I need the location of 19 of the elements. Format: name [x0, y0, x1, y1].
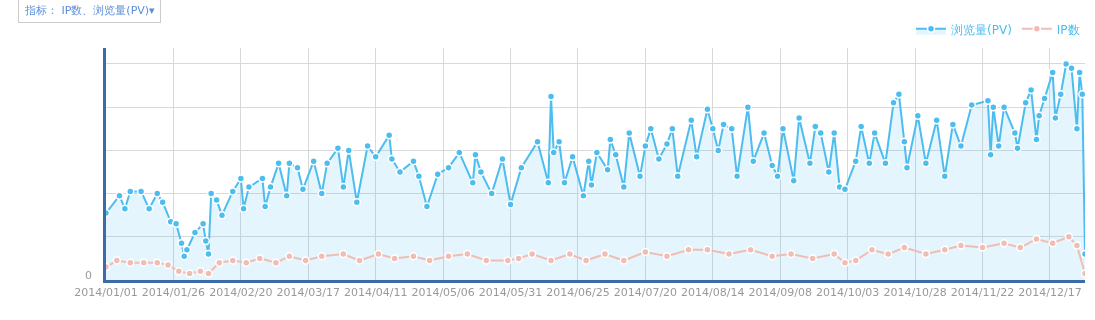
legend-label: 浏览量(PV)	[951, 22, 1012, 37]
x-tick-label: 2014/10/28	[883, 286, 947, 300]
x-tick-label: 2014/12/17	[1018, 286, 1082, 300]
x-tick-label: 2014/11/22	[950, 286, 1015, 300]
legend-label: IP数	[1056, 22, 1080, 37]
x-tick-label: 2014/07/20	[613, 286, 678, 300]
x-tick-label: 2014/09/08	[748, 286, 812, 300]
x-tick-label: 2014/10/03	[815, 286, 880, 300]
x-tick-label: 2014/01/26	[141, 286, 206, 300]
x-tick-label: 2014/01/01	[74, 286, 138, 300]
x-tick-label: 2014/05/06	[411, 286, 475, 300]
text: 0	[85, 269, 92, 282]
x-tick-label: 2014/08/14	[681, 286, 745, 300]
x-tick-label: 2014/06/25	[546, 286, 610, 300]
text: 指标： IP数、浏览量(PV)▾	[24, 4, 156, 17]
x-tick-label: 2014/05/31	[478, 286, 543, 300]
x-tick-label: 2014/03/17	[276, 286, 340, 300]
x-tick-label: 2014/02/20	[209, 286, 273, 300]
x-tick-label: 2014/04/11	[344, 286, 408, 300]
